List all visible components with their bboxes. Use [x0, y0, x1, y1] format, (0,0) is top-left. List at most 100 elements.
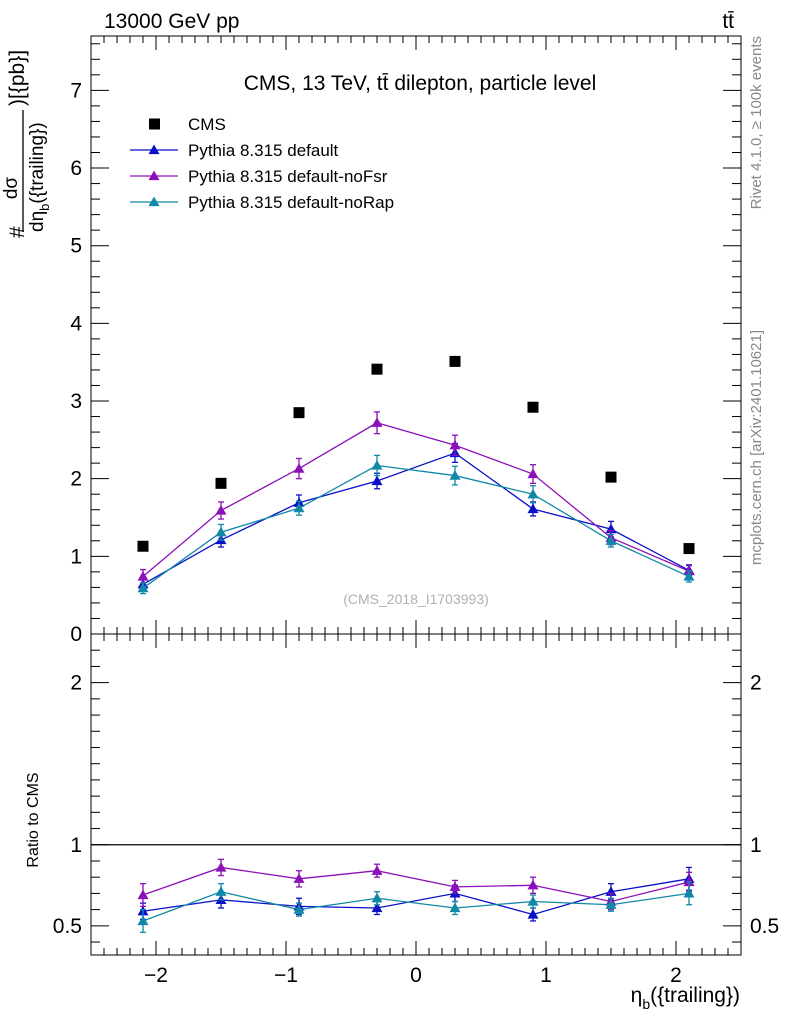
ratio-point	[293, 904, 305, 914]
x-tick-label: 0	[410, 964, 422, 987]
data-point	[215, 505, 227, 515]
data-point	[527, 468, 539, 479]
analysis-watermark: (CMS_2018_I1703993)	[343, 591, 489, 607]
y-label-denominator: dηb({trailing})	[27, 122, 52, 232]
ratio-point	[293, 873, 305, 883]
series-pythia-8-315-default-nofsr	[137, 411, 695, 585]
ratio-series-layer	[137, 858, 695, 933]
data-point	[605, 535, 617, 545]
legend-label: Pythia 8.315 default-noFsr	[188, 167, 388, 186]
y-label-prefix: #	[6, 226, 29, 238]
data-point-cms	[215, 477, 227, 489]
ratio-point	[605, 899, 617, 909]
main-y-tick-label: 5	[70, 235, 82, 258]
data-point-cms	[137, 540, 149, 552]
data-point	[137, 582, 149, 593]
main-y-tick-label: 4	[70, 312, 82, 335]
ratio-point	[371, 865, 383, 875]
main-y-tick-label: 7	[70, 79, 82, 102]
ratio-line	[142, 866, 690, 903]
ratio-point	[527, 896, 539, 906]
data-point-cms	[527, 401, 539, 413]
legend-item: CMS	[149, 115, 226, 134]
ratio-y-tick-label: 0.5	[53, 915, 82, 938]
legend-marker-square	[149, 118, 160, 130]
legend: CMS Pythia 8.315 default Pythia 8.315 defa…	[130, 115, 394, 212]
data-point	[137, 571, 149, 581]
series-pythia-8-315-default-norap	[137, 454, 695, 595]
rivet-version-label: Rivet 4.1.0, ≥ 100k events	[748, 36, 765, 209]
data-point	[371, 459, 383, 470]
ratio-point	[449, 881, 461, 892]
x-axis-label: ηb({trailing})	[631, 984, 740, 1012]
series-cms	[137, 355, 695, 555]
data-point	[527, 503, 539, 514]
legend-label: Pythia 8.315 default	[188, 141, 339, 160]
data-point	[371, 417, 383, 427]
data-point-cms	[683, 543, 695, 555]
x-tick-label: −2	[144, 964, 168, 987]
main-y-tick-label: 3	[70, 390, 82, 413]
ratio-point	[137, 915, 149, 926]
data-point-cms	[293, 407, 305, 419]
y-label-den-sub: b	[37, 204, 52, 211]
legend-label: CMS	[188, 115, 226, 134]
ratio-point	[683, 887, 695, 898]
legend-item: Pythia 8.315 default-noRap	[130, 193, 394, 212]
x-label-main: η	[631, 984, 643, 1007]
ratio-point	[371, 902, 383, 913]
ratio-line	[142, 891, 690, 922]
main-y-tick-label: 0	[70, 623, 82, 646]
data-point-cms	[449, 355, 461, 367]
main-y-tick-label: 6	[70, 157, 82, 180]
ratio-point	[683, 876, 695, 887]
ratio-y-tick-label-right: 1	[750, 834, 762, 857]
ratio-y-tick-label: 1	[70, 834, 82, 857]
data-point	[683, 571, 695, 581]
y-label-numerator: dσ	[1, 177, 22, 200]
x-tick-label: 2	[670, 964, 682, 987]
y-axis-label: # dσ dηb({trailing}) )[{pb}]	[1, 50, 52, 238]
ratio-point	[371, 892, 383, 903]
ratio-point	[137, 889, 149, 900]
data-point	[371, 475, 383, 486]
x-tick-label: 1	[540, 964, 552, 987]
y-label-unit: )[{pb}]	[6, 50, 29, 106]
ratio-point	[215, 861, 227, 872]
main-y-tick-label: 1	[70, 545, 82, 568]
ratio-point	[215, 886, 227, 896]
ratio-line	[142, 878, 690, 916]
main-y-tick-label: 2	[70, 468, 82, 491]
legend-item: Pythia 8.315 default-noFsr	[130, 167, 388, 186]
main-series-layer	[137, 355, 695, 595]
legend-marker-triangle	[148, 170, 160, 181]
header-energy: 13000 GeV pp	[104, 10, 239, 33]
data-point-cms	[605, 471, 617, 483]
legend-marker-triangle	[148, 144, 160, 155]
ratio-point	[527, 879, 539, 890]
legend-item: Pythia 8.315 default	[130, 141, 339, 160]
series-line	[142, 464, 690, 589]
ratio-y-tick-label-right: 2	[750, 672, 762, 695]
plot-title: CMS, 13 TeV, tt̄ dilepton, particle leve…	[244, 72, 597, 95]
x-label-sub: b	[642, 996, 650, 1012]
ratio-y-label: Ratio to CMS	[25, 772, 42, 867]
series-line	[142, 422, 690, 578]
y-label-den-main: dη	[27, 211, 48, 232]
data-point	[293, 502, 305, 513]
data-point-cms	[371, 363, 383, 375]
data-point	[527, 488, 539, 499]
data-point	[293, 463, 305, 473]
data-point	[449, 439, 461, 450]
ratio-y-tick-label-right: 0.5	[750, 915, 779, 938]
legend-marker-triangle	[148, 196, 160, 207]
y-label-den-rest: ({trailing})	[27, 122, 48, 203]
data-point	[215, 526, 227, 537]
ratio-y-tick-label: 2	[70, 672, 82, 695]
x-tick-label: −1	[274, 964, 298, 987]
data-point	[683, 565, 695, 576]
ratio-axes: −2 −1 0 1 2 0.5 0.5 1 1 2 2	[53, 633, 779, 987]
data-point	[449, 470, 461, 480]
ratio-frame	[90, 633, 742, 956]
